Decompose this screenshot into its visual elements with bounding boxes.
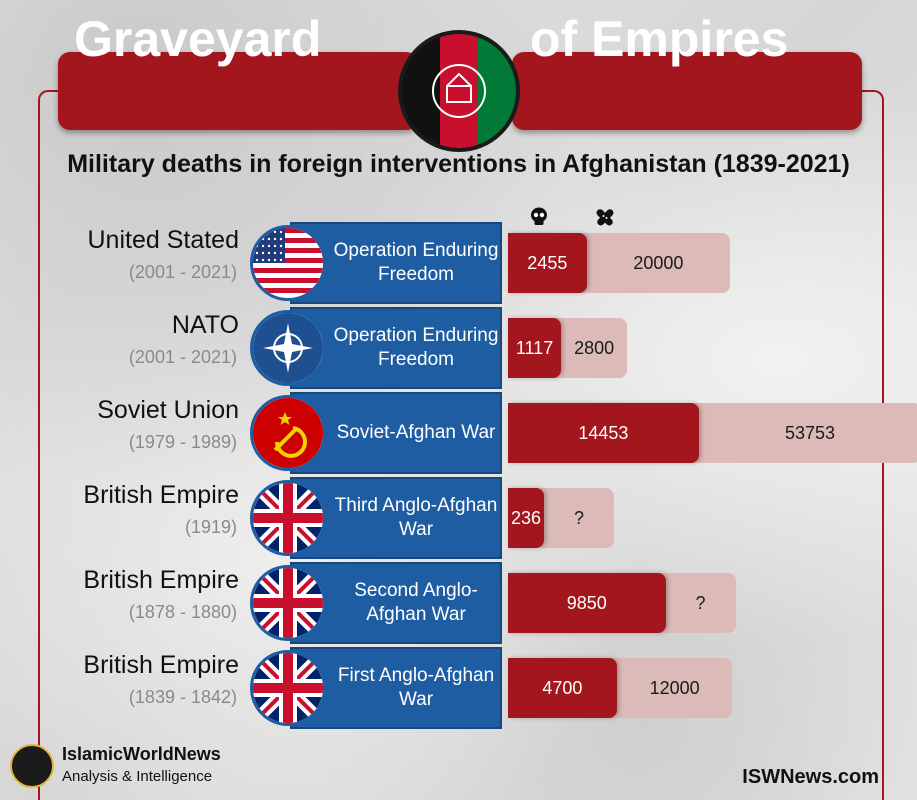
title-right: of Empires bbox=[530, 11, 789, 67]
footer-url: ISWNews.com bbox=[742, 766, 879, 788]
operation-label: Operation Enduring Freedom bbox=[333, 240, 499, 285]
deaths-value-label: 14453 bbox=[578, 423, 629, 443]
footer-tagline: Analysis & Intelligence bbox=[62, 768, 213, 785]
deaths-bar bbox=[508, 573, 666, 633]
row-country: British Empire bbox=[83, 651, 239, 679]
afghanistan-flag-emblem bbox=[398, 30, 520, 152]
wounded-value-label: 2800 bbox=[574, 338, 615, 358]
deaths-value-label: 1117 bbox=[515, 338, 554, 358]
operation-label: Soviet-Afghan War bbox=[336, 422, 496, 443]
footer-brand: IslamicWorldNews bbox=[62, 744, 221, 764]
deaths-bar bbox=[508, 318, 562, 378]
deaths-bar bbox=[508, 233, 587, 293]
operation-label: Operation Enduring Freedom bbox=[333, 325, 499, 370]
row-years: (2001 - 2021) bbox=[128, 262, 237, 282]
deaths-bar bbox=[508, 488, 544, 548]
operation-label: First Anglo-Afghan War bbox=[337, 665, 495, 710]
operation-label: Third Anglo-Afghan War bbox=[334, 495, 498, 540]
wounded-value-label: 53753 bbox=[784, 423, 836, 443]
deaths-value-label: 9850 bbox=[566, 593, 607, 613]
bandage-icon bbox=[596, 209, 614, 226]
row-country: British Empire bbox=[83, 481, 239, 509]
wounded-value-label: 20000 bbox=[633, 253, 684, 273]
row-country: Soviet Union bbox=[97, 396, 239, 424]
title-banner-right bbox=[512, 52, 862, 130]
row-country: United Stated bbox=[87, 226, 240, 254]
row-years: (1878 - 1880) bbox=[128, 602, 237, 622]
row-country: British Empire bbox=[83, 566, 239, 594]
wounded-value-label: 12000 bbox=[649, 678, 700, 698]
row-years: (1979 - 1989) bbox=[128, 432, 237, 452]
deaths-bar bbox=[508, 658, 617, 718]
chart-row: NATO (2001 - 2021) Operation Enduring Free… bbox=[0, 307, 917, 393]
title-banner-left bbox=[58, 52, 418, 130]
operation-box: Operation Enduring Freedom bbox=[290, 222, 502, 304]
row-country: NATO bbox=[171, 311, 239, 339]
deaths-bar bbox=[508, 403, 699, 463]
skull-icon bbox=[531, 207, 547, 225]
deaths-value-label: 236 bbox=[510, 508, 542, 528]
ussr-flag-icon bbox=[250, 395, 326, 471]
chart-row: British Empire (1839 - 1842) First Anglo-A… bbox=[0, 647, 917, 733]
uk-flag-icon bbox=[250, 480, 326, 556]
islamicworldnews-logo bbox=[10, 744, 54, 788]
deaths-value-label: 2455 bbox=[527, 253, 568, 273]
row-years: (1919) bbox=[184, 517, 237, 537]
usa-flag-icon bbox=[250, 225, 326, 301]
chart-row: British Empire (1878 - 1880) Second Anglo-… bbox=[0, 562, 917, 648]
row-years: (1839 - 1842) bbox=[128, 687, 237, 707]
wounded-value-label: ? bbox=[573, 508, 584, 528]
nato-flag-icon bbox=[250, 310, 326, 386]
chart-row: British Empire (1919) Third Anglo-Afghan W… bbox=[0, 477, 917, 563]
chart-row: United Stated (2001 - 2021) Operation Endu… bbox=[0, 222, 917, 308]
deaths-value-label: 4700 bbox=[542, 678, 583, 698]
row-years: (2001 - 2021) bbox=[128, 347, 237, 367]
uk-flag-icon bbox=[250, 565, 326, 641]
wounded-value-label: ? bbox=[695, 593, 706, 613]
uk-flag-icon bbox=[250, 650, 326, 726]
operation-label: Second Anglo-Afghan War bbox=[354, 580, 478, 625]
title-left: Graveyard bbox=[74, 11, 322, 67]
chart-row: Soviet Union (1979 - 1989) Soviet-Afghan W… bbox=[0, 392, 917, 478]
chart-subtitle: Military deaths in foreign interventions… bbox=[67, 150, 850, 178]
